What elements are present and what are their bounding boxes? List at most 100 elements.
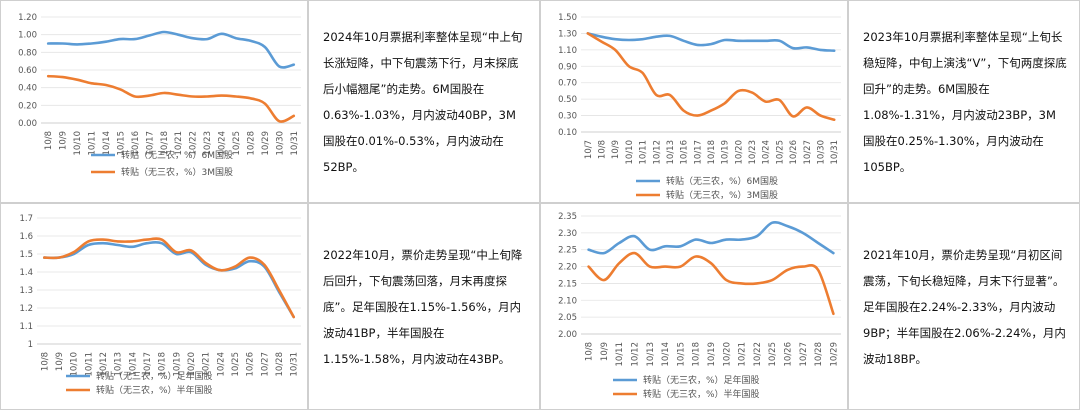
series-line-0 [43,240,295,319]
x-tick-label: 10/9 [59,131,69,150]
x-tick-label: 10/15 [676,342,686,367]
y-tick-label: 0.40 [18,84,37,94]
x-tick-label: 10/20 [187,352,197,377]
series-line-1 [587,251,835,316]
y-tick-label: 0.60 [18,66,37,76]
chart-description-2024: 2024年10月票据利率整体呈现“中上旬长涨短降，中下旬震荡下行，月末探底后小幅… [323,29,523,174]
series-line-0 [46,30,296,69]
y-tick-label: 1.10 [558,46,577,56]
y-tick-label: 2.00 [558,330,577,340]
x-tick-label: 10/19 [707,342,717,367]
y-tick-label: 0.10 [558,128,577,138]
x-tick-label: 10/19 [721,140,731,165]
chart-description-2023: 2023年10月票据利率整体呈现“上旬长稳短降，中旬上演浅“V”，下旬两度探底回… [863,29,1067,174]
chart-panel-2021: 2.00 2.05 2.10 2.15 2.20 2.25 2.30 2.35 10/8 10/9… [540,203,848,410]
x-tick-label: 10/31 [290,131,300,156]
x-tick-label: 10/27 [799,342,809,367]
x-tick-label: 10/27 [803,140,813,165]
x-tick-label: 10/20 [734,140,744,165]
y-tick-label: 1.2 [19,304,33,314]
y-tick-label: 1.30 [558,29,577,39]
x-tick-label: 10/23 [748,140,758,165]
x-tick-label: 10/8 [585,342,595,361]
x-tick-label: 10/28 [246,131,256,156]
x-tick-label: 10/17 [693,140,703,165]
y-tick-label: 1 [28,340,33,350]
x-tick-label: 10/11 [639,140,649,165]
x-tick-label: 10/25 [232,131,242,156]
x-tick-label: 10/26 [246,352,256,377]
y-tick-label: 1.5 [19,250,33,260]
y-tick-label: 0.30 [558,112,577,122]
x-tick-label: 10/8 [598,140,608,159]
y-tick-label: 1.7 [19,214,33,224]
x-tick-label: 10/21 [202,352,212,377]
x-tick-label: 10/24 [216,352,226,377]
x-tick-label: 10/17 [143,352,153,377]
x-tick-label: 10/25 [775,140,785,165]
x-tick-label: 10/20 [722,342,732,367]
x-tick-label: 10/24 [762,140,772,165]
series-line-1 [43,237,295,319]
x-tick-label: 10/18 [160,131,170,156]
x-tick-label: 10/10 [73,131,83,156]
legend-label: 转贴（无三农，%）足年国股 [643,374,760,386]
x-tick-label: 10/9 [600,342,610,361]
y-tick-label: 2.10 [558,296,577,306]
x-tick-label: 10/12 [99,352,109,377]
x-tick-label: 10/8 [40,352,50,371]
x-tick-label: 10/31 [290,352,300,377]
text-panel-2023: 2023年10月票据利率整体呈现“上旬长稳短降，中旬上演浅“V”，下旬两度探底回… [848,0,1080,203]
x-tick-label: 10/10 [70,352,80,377]
x-tick-label: 10/7 [584,140,594,159]
x-tick-label: 10/14 [102,131,112,156]
y-tick-label: 1.1 [19,322,33,332]
text-panel-2024: 2024年10月票据利率整体呈现“中上旬长涨短降，中下旬震荡下行，月末探底后小幅… [308,0,540,203]
x-tick-label: 10/12 [631,342,641,367]
series-line-1 [46,74,296,123]
y-tick-label: 1.3 [19,286,33,296]
y-tick-label: 2.05 [558,313,577,323]
legend-label: 转贴（无三农，%）半年国股 [643,388,760,400]
text-panel-2021: 2021年10月，票价走势呈现“月初区间震荡，下旬长稳短降，月末下行显著”。足年… [848,203,1080,410]
y-tick-label: 0.70 [558,79,577,89]
x-tick-label: 10/16 [680,140,690,165]
legend-label: 转贴（无三农，%）3M国股 [666,189,778,201]
x-tick-label: 10/11 [615,342,625,367]
y-tick-label: 0.80 [18,48,37,58]
x-tick-label: 10/26 [789,140,799,165]
line-chart-2024: 0.00 0.20 0.40 0.60 0.80 1.00 1.20 10/8 10/9 10/1… [18,13,301,178]
x-tick-label: 10/22 [189,131,199,156]
x-tick-label: 10/18 [158,352,168,377]
x-tick-label: 10/25 [768,342,778,367]
legend-label: 转贴（无三农，%）3M国股 [121,166,233,178]
x-tick-label: 10/30 [275,131,285,156]
x-tick-label: 10/29 [261,131,271,156]
x-tick-label: 10/22 [753,342,763,367]
x-tick-label: 10/21 [174,131,184,156]
x-tick-label: 10/23 [203,131,213,156]
x-tick-label: 10/11 [88,131,98,156]
y-tick-label: 1.50 [558,13,577,23]
x-tick-label: 10/15 [116,131,126,156]
x-tick-label: 10/9 [611,140,621,159]
x-tick-label: 10/13 [666,140,676,165]
x-tick-label: 10/17 [145,131,155,156]
y-tick-label: 1.6 [19,232,33,242]
line-chart-2023: 0.10 0.30 0.50 0.70 0.90 1.10 1.30 1.50 10/7 10/8… [558,13,841,201]
x-tick-label: 10/21 [738,342,748,367]
series-line-0 [586,32,836,52]
x-tick-label: 10/30 [817,140,827,165]
y-tick-label: 2.30 [558,229,577,239]
x-tick-label: 10/10 [625,140,635,165]
x-tick-label: 10/29 [829,342,839,367]
x-tick-label: 10/28 [814,342,824,367]
x-tick-label: 10/14 [128,352,138,377]
text-panel-2022: 2022年10月，票价走势呈现“中上旬降后回升，下旬震荡回落，月末再度探底”。足… [308,203,540,410]
chart-description-2021: 2021年10月，票价走势呈现“月初区间震荡，下旬长稳短降，月末下行显著”。足年… [863,247,1066,366]
x-tick-label: 10/28 [275,352,285,377]
y-tick-label: 2.35 [558,212,577,222]
y-tick-label: 0.50 [558,95,577,105]
x-tick-label: 10/27 [260,352,270,377]
y-tick-label: 0.90 [558,62,577,72]
